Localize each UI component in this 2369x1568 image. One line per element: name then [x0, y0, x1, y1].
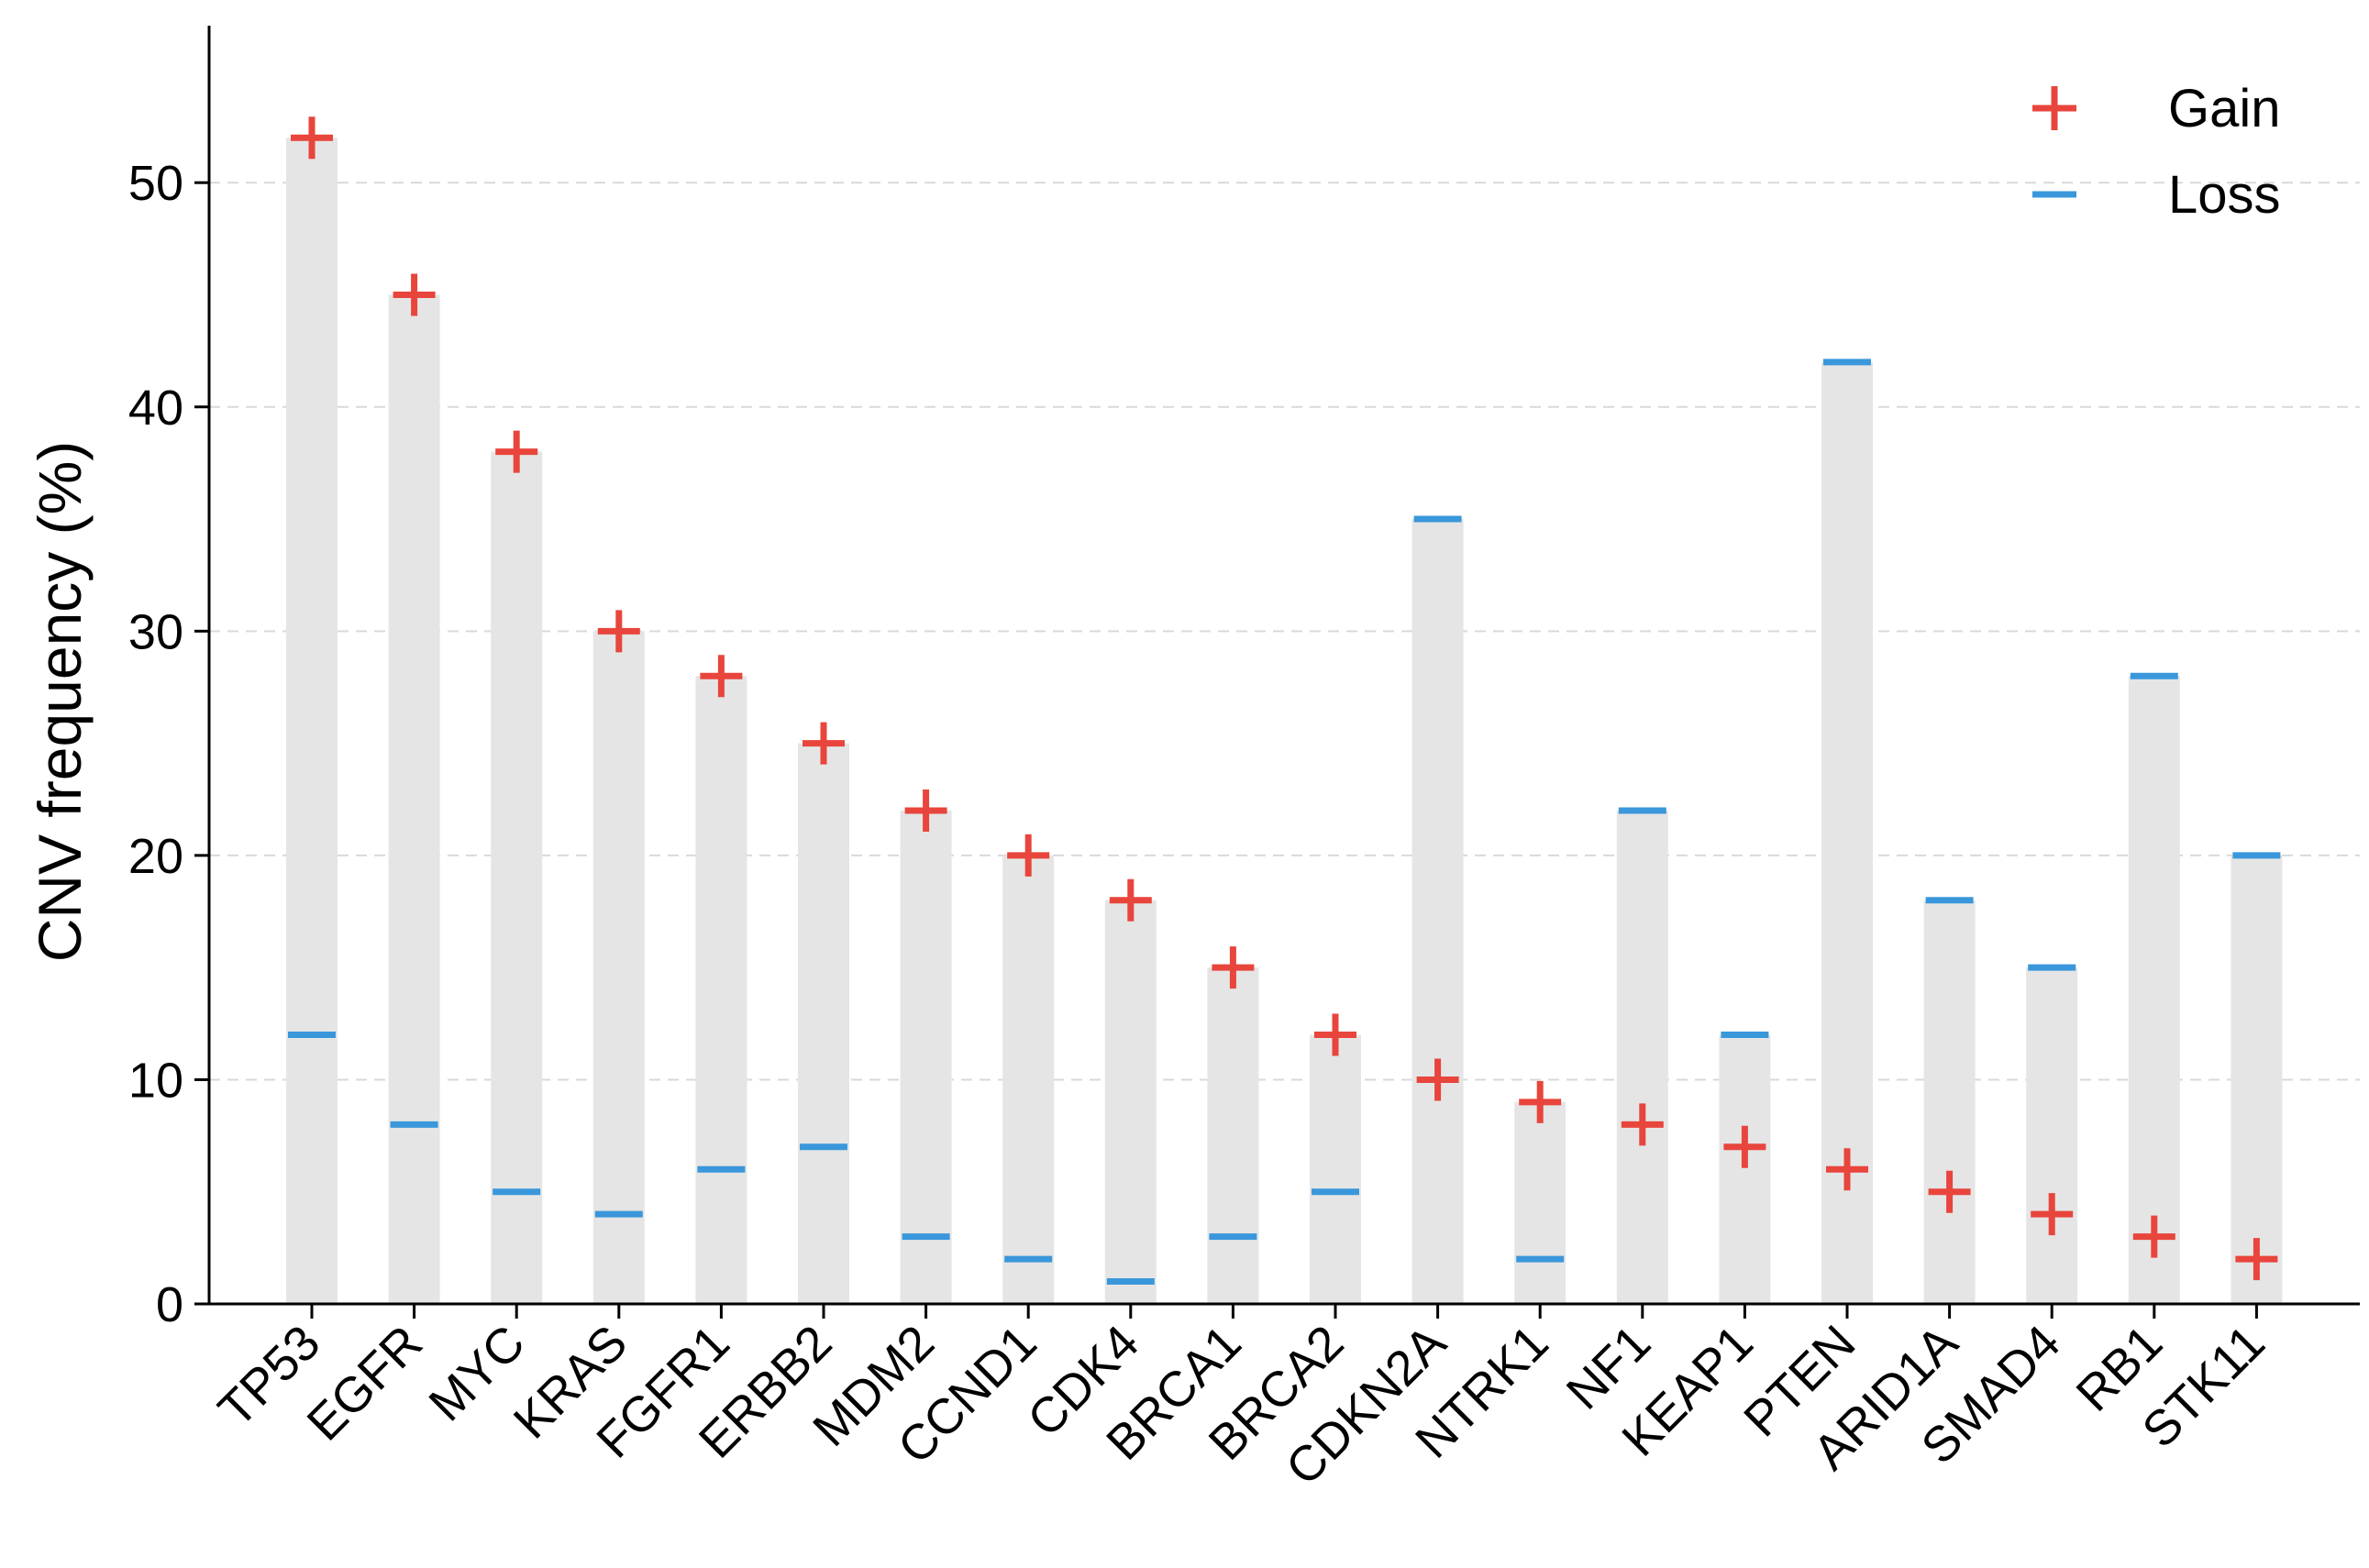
gain-marker-ARID1A: [1928, 1170, 1971, 1213]
bar-BRCA2: [1310, 1034, 1361, 1304]
grid-lines: [209, 182, 2360, 1081]
gain-marker-TP53: [291, 116, 333, 160]
bar-NF1: [1616, 810, 1668, 1304]
y-tick-label-50: 50: [128, 156, 183, 211]
y-axis-label: CNV frequency (%): [26, 441, 94, 963]
gain-marker-NTRK1: [1519, 1080, 1562, 1123]
gain-marker-FGFR1: [700, 655, 743, 698]
gain-marker-ERBB2: [803, 722, 845, 765]
gain-marker-EGFR: [393, 273, 436, 316]
bar-KEAP1: [1719, 1034, 1771, 1304]
x-tick-label-EGFR: EGFR: [297, 1315, 434, 1452]
bar-ARID1A: [1923, 900, 1976, 1304]
bar-STK11: [2231, 855, 2283, 1304]
bar-SMAD4: [2026, 967, 2078, 1304]
bar-BRCA1: [1207, 967, 1259, 1304]
gain-marker-MDM2: [904, 789, 947, 832]
bar-PTEN: [1821, 361, 1873, 1305]
legend-gain-label: Gain: [2168, 79, 2281, 138]
bar-TP53: [286, 138, 338, 1304]
gain-marker-CCND1: [1007, 834, 1050, 877]
legend-loss-label: Loss: [2168, 165, 2281, 225]
gain-marker-BRCA1: [1212, 946, 1255, 989]
gain-marker-KRAS: [597, 610, 640, 653]
y-tick-label-30: 30: [128, 604, 183, 659]
gain-marker-KEAP1: [1723, 1125, 1766, 1168]
bar-KRAS: [592, 631, 645, 1304]
gain-marker-BRCA2: [1314, 1013, 1356, 1056]
markers: [288, 116, 2281, 1286]
axes: [194, 26, 2360, 1319]
bar-ERBB2: [798, 743, 849, 1304]
gain-marker-MYC: [495, 430, 538, 473]
y-tick-label-20: 20: [128, 829, 183, 884]
bar-CDK4: [1104, 900, 1157, 1304]
gain-marker-CDKN2A: [1416, 1058, 1459, 1101]
gain-marker-NF1: [1621, 1103, 1664, 1146]
bar-NTRK1: [1514, 1101, 1566, 1304]
bar-CDKN2A: [1411, 519, 1464, 1304]
y-tick-label-0: 0: [156, 1277, 183, 1332]
bar-MYC: [491, 451, 543, 1305]
gain-marker-CDK4: [1109, 878, 1152, 922]
y-tick-label-40: 40: [128, 381, 183, 436]
gain-marker-STK11: [2235, 1238, 2278, 1281]
gain-marker-SMAD4: [2031, 1193, 2074, 1236]
gain-marker-RB1: [2132, 1215, 2175, 1258]
bar-RB1: [2128, 676, 2180, 1304]
bar-FGFR1: [695, 676, 747, 1304]
bar-EGFR: [388, 294, 440, 1305]
bars: [286, 138, 2283, 1305]
y-tick-label-10: 10: [128, 1053, 183, 1108]
bar-MDM2: [900, 810, 952, 1304]
gain-marker-PTEN: [1826, 1148, 1868, 1191]
bar-CCND1: [1002, 855, 1055, 1304]
legend: Gain Loss: [2032, 79, 2281, 225]
